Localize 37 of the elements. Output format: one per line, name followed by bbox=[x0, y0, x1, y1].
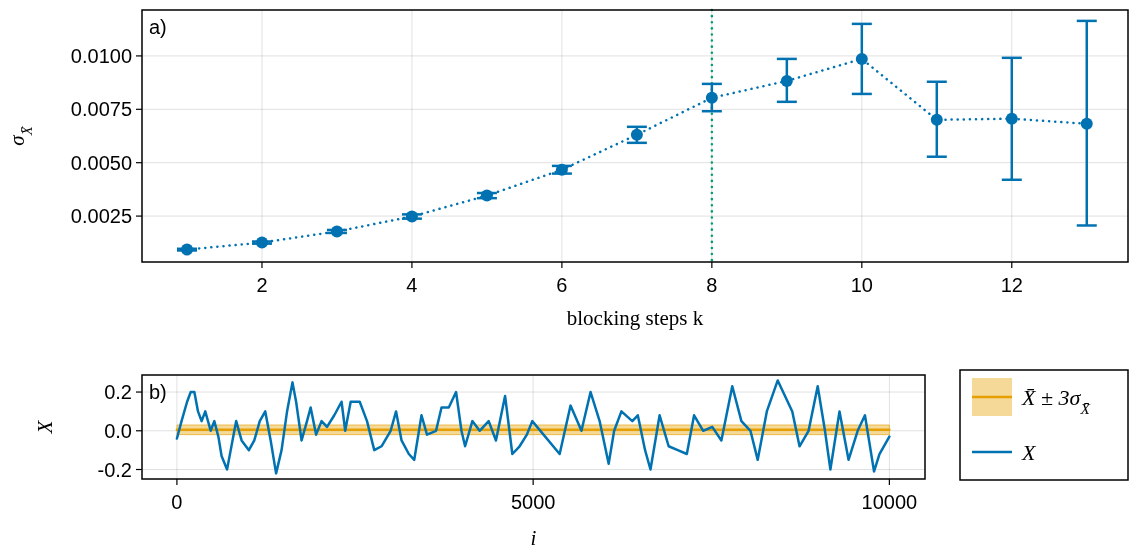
y-axis-title: X bbox=[33, 419, 57, 435]
y-tick-label: 0.0050 bbox=[70, 151, 132, 174]
point bbox=[630, 128, 643, 141]
x-axis-title: blocking steps k bbox=[566, 306, 704, 330]
y-tick-label: 0.0025 bbox=[70, 205, 132, 228]
point bbox=[780, 74, 793, 87]
x-tick-label: 10 bbox=[850, 274, 873, 296]
point bbox=[180, 243, 193, 256]
y-tick-label: 0.2 bbox=[104, 381, 132, 404]
point bbox=[255, 236, 268, 249]
legend-label: X̄ ± 3σ$_{X̄}$ bbox=[1021, 385, 1091, 417]
annotation: b) bbox=[149, 381, 167, 403]
point bbox=[855, 52, 868, 65]
y-tick-label: 0.0075 bbox=[70, 98, 132, 121]
point bbox=[930, 113, 943, 126]
point bbox=[405, 210, 418, 223]
point bbox=[555, 163, 568, 176]
x-tick-label: 8 bbox=[706, 274, 718, 296]
line-series bbox=[175, 379, 891, 475]
annotation: a) bbox=[149, 16, 167, 38]
x-tick-label: 10000 bbox=[861, 491, 918, 513]
point bbox=[330, 225, 343, 238]
x-tick-label: 2 bbox=[256, 274, 268, 296]
y-tick-label: 0.0100 bbox=[70, 44, 132, 67]
y-tick-label: 0.0 bbox=[104, 419, 132, 442]
point bbox=[480, 189, 493, 202]
point bbox=[1080, 117, 1093, 130]
point bbox=[1005, 112, 1018, 125]
y-tick-label: -0.2 bbox=[97, 458, 132, 481]
x-axis-title: i bbox=[530, 526, 537, 550]
legend-label: X bbox=[1021, 440, 1037, 465]
x-tick-label: 12 bbox=[1000, 274, 1023, 296]
x-tick-label: 5000 bbox=[510, 491, 556, 513]
x-tick-label: 0 bbox=[171, 491, 183, 513]
x-tick-label: 4 bbox=[406, 274, 418, 296]
x-tick-label: 6 bbox=[556, 274, 568, 296]
point bbox=[705, 91, 718, 104]
